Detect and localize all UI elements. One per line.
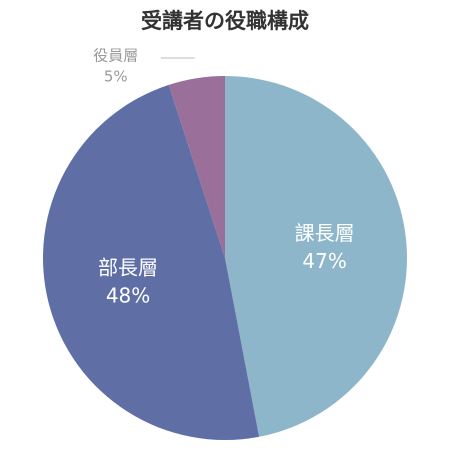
slice-label: 課長層 — [295, 221, 355, 245]
slice-value-label: 47% — [302, 249, 346, 273]
slice-label: 役員層 — [93, 47, 138, 65]
pie-slice — [225, 76, 407, 437]
chart-title: 受講者の役職構成 — [141, 9, 309, 33]
pie-slice — [42, 84, 260, 440]
slice-value-label: 48% — [106, 283, 150, 307]
slice-value-label: 5% — [104, 68, 128, 86]
pie-slice — [168, 76, 225, 258]
slice-label: 部長層 — [98, 255, 158, 279]
